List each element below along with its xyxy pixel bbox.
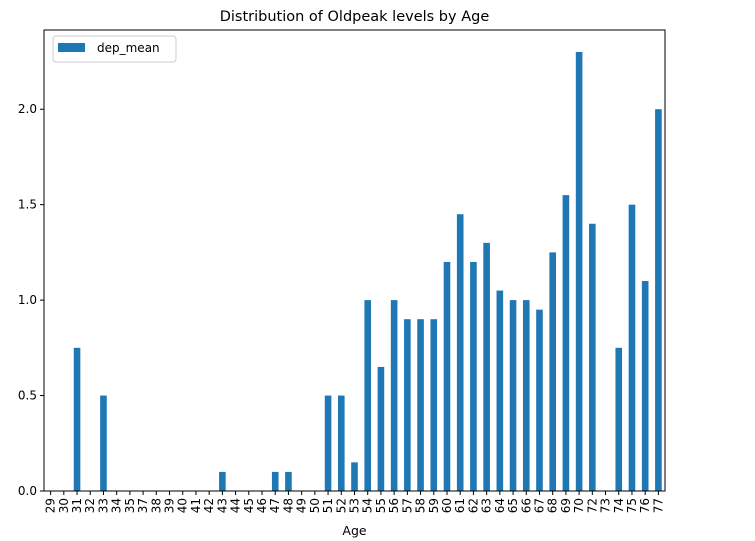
bar-48 (285, 471, 292, 491)
bar-75 (628, 204, 636, 491)
x-tick-label: 52 (334, 498, 348, 513)
x-tick-label: 31 (70, 498, 84, 513)
x-tick-label: 66 (519, 498, 533, 513)
y-tick-label: 1.5 (18, 198, 37, 212)
bar-59 (430, 319, 438, 491)
x-tick-label: 59 (427, 498, 441, 513)
bar-69 (562, 195, 570, 491)
x-tick-label: 51 (321, 498, 335, 513)
bar-77 (655, 109, 662, 492)
x-tick-label: 61 (453, 498, 467, 513)
x-tick-label: 45 (242, 498, 256, 513)
x-tick-label: 65 (506, 498, 520, 513)
x-tick-label: 40 (176, 498, 190, 513)
bar-62 (470, 261, 477, 491)
x-tick-label: 41 (189, 498, 203, 513)
x-tick-label: 70 (572, 498, 586, 513)
bar-68 (549, 252, 556, 491)
bar-76 (641, 281, 649, 491)
y-tick-label: 1.0 (18, 293, 37, 307)
x-tick-label: 30 (57, 498, 71, 513)
x-tick-label: 77 (651, 498, 665, 513)
x-tick-label: 69 (559, 498, 573, 513)
x-tick-label: 48 (281, 498, 295, 513)
bar-53 (351, 462, 358, 491)
y-axis: 0.0 0.5 1.0 1.5 2.0 (18, 102, 44, 498)
bar-74 (615, 347, 623, 491)
x-tick-label: 43 (215, 498, 229, 513)
bar-54 (364, 300, 372, 491)
x-tick-label: 57 (400, 498, 414, 513)
bar-52 (337, 395, 345, 491)
x-tick-label: 54 (361, 498, 375, 513)
x-tick-label: 55 (374, 498, 388, 513)
bar-56 (390, 300, 398, 491)
x-axis: 29 30 31 32 33 34 35 37 38 39 40 41 42 43 44 45 46 47 48 49… (44, 491, 665, 513)
legend-swatch (58, 43, 85, 52)
x-tick-label: 46 (255, 498, 269, 513)
x-tick-label: 75 (625, 498, 639, 513)
x-tick-label: 58 (414, 498, 428, 513)
bar-51 (324, 395, 332, 491)
x-tick-label: 73 (599, 498, 613, 513)
x-tick-label: 38 (149, 498, 163, 513)
x-tick-label: 29 (44, 498, 58, 513)
x-tick-label: 47 (268, 498, 282, 513)
x-tick-label: 72 (585, 498, 599, 513)
x-tick-label: 44 (229, 498, 243, 513)
y-tick-label: 0.0 (18, 484, 37, 498)
bar-47 (271, 471, 279, 491)
x-tick-label: 56 (387, 498, 401, 513)
y-tick-label: 0.5 (18, 389, 37, 403)
x-tick-label: 39 (163, 498, 177, 513)
bar-58 (417, 319, 424, 491)
bar-70 (575, 51, 583, 491)
bar-63 (483, 242, 490, 491)
x-tick-label: 34 (110, 498, 124, 513)
x-tick-label: 67 (532, 498, 546, 513)
bar-33 (100, 395, 107, 491)
x-tick-label: 33 (96, 498, 110, 513)
bar-43 (219, 471, 226, 491)
plot-frame (43, 29, 666, 492)
bar-55 (377, 366, 385, 491)
x-tick-label: 35 (123, 498, 137, 513)
x-axis-label: Age (342, 523, 366, 538)
x-tick-label: 53 (348, 498, 362, 513)
legend-box (52, 35, 177, 63)
bar-67 (536, 309, 543, 491)
x-tick-label: 64 (493, 498, 507, 513)
legend-entry: dep_mean (97, 41, 160, 55)
x-tick-label: 76 (638, 498, 652, 513)
x-tick-label: 37 (136, 498, 150, 513)
bar-72 (589, 223, 596, 492)
bar-61 (456, 214, 464, 491)
bar-64 (496, 290, 504, 491)
x-tick-label: 68 (546, 498, 560, 513)
x-tick-label: 74 (612, 498, 626, 513)
x-tick-label: 49 (295, 498, 309, 513)
x-tick-label: 42 (202, 498, 216, 513)
chart-title: Distribution of Oldpeak levels by Age (220, 9, 490, 25)
x-tick-label: 60 (440, 498, 454, 513)
legend: dep_mean (52, 35, 177, 63)
bar-57 (404, 319, 411, 491)
bar-65 (509, 300, 517, 491)
x-tick-label: 32 (83, 498, 97, 513)
bar-66 (522, 300, 530, 491)
bar-31 (73, 347, 81, 491)
x-tick-label: 63 (480, 498, 494, 513)
x-tick-label: 62 (466, 498, 480, 513)
x-tick-label: 50 (308, 498, 322, 513)
bars-group (73, 51, 662, 492)
bar-60 (443, 261, 451, 491)
y-tick-label: 2.0 (18, 102, 37, 116)
